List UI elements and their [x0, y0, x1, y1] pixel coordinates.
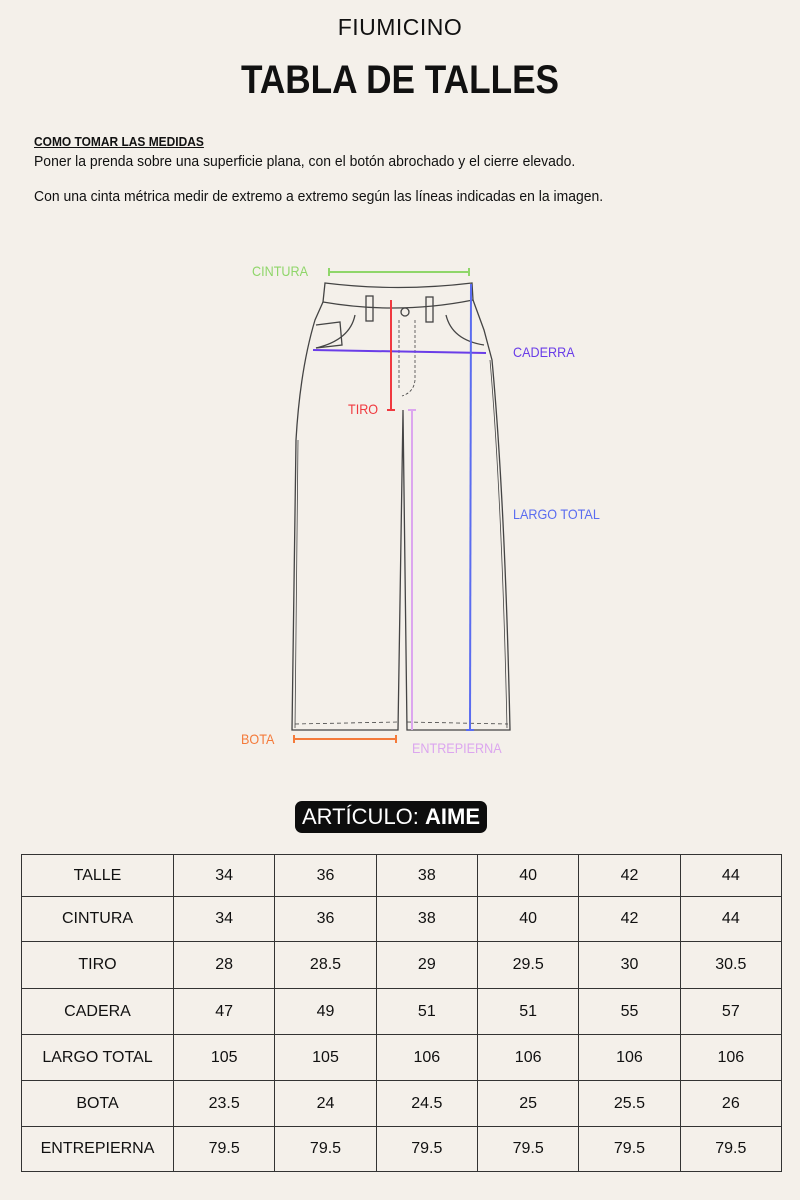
pants-diagram: [291, 268, 511, 743]
label-bota: BOTA: [241, 731, 275, 747]
table-cell: 49: [274, 988, 377, 1035]
brand-name: FIUMICINO: [337, 14, 463, 40]
table-cell: 79.5: [172, 1126, 276, 1172]
instructions-heading: COMO TOMAR LAS MEDIDAS: [34, 134, 204, 149]
measure-bota: [293, 735, 397, 743]
size-table: TALLE 34 36 38 40 42 44 CINTURA 34 36 38 40 42 44 TIRO…: [21, 854, 783, 1172]
table-cell: 105: [172, 1034, 276, 1081]
table-row: CINTURA 34 36 38 40 42 44: [21, 896, 783, 942]
table-cell: 47: [172, 988, 276, 1035]
pants-outline: [291, 282, 511, 731]
table-cell: 40: [476, 896, 580, 942]
row-label: TIRO: [21, 941, 174, 989]
table-cell: 29: [375, 941, 478, 989]
table-cell: 106: [679, 1034, 783, 1081]
measure-entrepierna: [408, 409, 416, 730]
label-largo-total: LARGO TOTAL: [513, 506, 600, 522]
article-name: AIME: [425, 804, 481, 829]
instruction-line: Con una cinta métrica medir de extremo a…: [34, 188, 604, 205]
table-cell: 51: [476, 988, 580, 1035]
table-cell: 44: [679, 854, 783, 897]
table-row: LARGO TOTAL 105 105 106 106 106 106: [21, 1034, 783, 1081]
table-cell: 38: [375, 854, 478, 897]
measure-cintura: [328, 268, 470, 276]
table-cell: 55: [578, 988, 681, 1035]
table-cell: 28: [172, 941, 276, 989]
table-cell: 25.5: [578, 1080, 681, 1127]
table-cell: 23.5: [172, 1080, 276, 1127]
table-row: BOTA 23.5 24 24.5 25 25.5 26: [21, 1080, 783, 1127]
table-cell: 24: [274, 1080, 377, 1127]
instruction-line: Poner la prenda sobre una superficie pla…: [34, 153, 576, 170]
table-cell: 106: [375, 1034, 478, 1081]
table-row: TIRO 28 28.5 29 29.5 30 30.5: [21, 941, 783, 989]
table-cell: 79.5: [375, 1126, 478, 1172]
row-label: CADERA: [21, 988, 174, 1035]
table-row: CADERA 47 49 51 51 55 57: [21, 988, 783, 1035]
measure-tiro: [387, 300, 395, 411]
table-cell: 42: [578, 854, 681, 897]
article-prefix: ARTÍCULO:: [301, 804, 419, 829]
table-cell: 106: [476, 1034, 580, 1081]
table-cell: 42: [578, 896, 681, 942]
table-cell: 106: [578, 1034, 681, 1081]
table-cell: 57: [679, 988, 783, 1035]
table-cell: 79.5: [476, 1126, 580, 1172]
article-badge: ARTÍCULO: AIME: [295, 801, 487, 833]
row-label: TALLE: [21, 854, 174, 897]
table-cell: 29.5: [476, 941, 580, 989]
table-row: TALLE 34 36 38 40 42 44: [21, 854, 783, 897]
table-cell: 26: [679, 1080, 783, 1127]
table-cell: 28.5: [274, 941, 377, 989]
row-label: BOTA: [21, 1080, 174, 1127]
table-cell: 79.5: [274, 1126, 377, 1172]
table-cell: 44: [679, 896, 783, 942]
table-cell: 40: [476, 854, 580, 897]
table-cell: 36: [274, 854, 377, 897]
table-cell: 34: [172, 896, 276, 942]
row-label: LARGO TOTAL: [21, 1034, 174, 1081]
table-cell: 25: [476, 1080, 580, 1127]
page-title: TABLA DE TALLES: [240, 58, 560, 102]
table-cell: 30.5: [679, 941, 783, 989]
table-cell: 38: [375, 896, 478, 942]
table-cell: 79.5: [679, 1126, 783, 1172]
label-tiro: TIRO: [348, 401, 379, 417]
label-caderra: CADERRA: [513, 344, 575, 360]
row-label: CINTURA: [21, 896, 174, 942]
table-row: ENTREPIERNA 79.5 79.5 79.5 79.5 79.5 79.5: [21, 1126, 783, 1172]
table-cell: 24.5: [375, 1080, 478, 1127]
row-label: ENTREPIERNA: [21, 1126, 174, 1172]
measure-largo-total: [466, 283, 474, 731]
table-cell: 105: [274, 1034, 377, 1081]
table-cell: 36: [274, 896, 377, 942]
label-entrepierna: ENTREPIERNA: [412, 740, 502, 756]
table-cell: 30: [578, 941, 681, 989]
table-cell: 34: [172, 854, 276, 897]
table-cell: 79.5: [578, 1126, 681, 1172]
table-cell: 51: [375, 988, 478, 1035]
measure-caderra: [312, 349, 487, 354]
label-cintura: CINTURA: [252, 263, 309, 279]
